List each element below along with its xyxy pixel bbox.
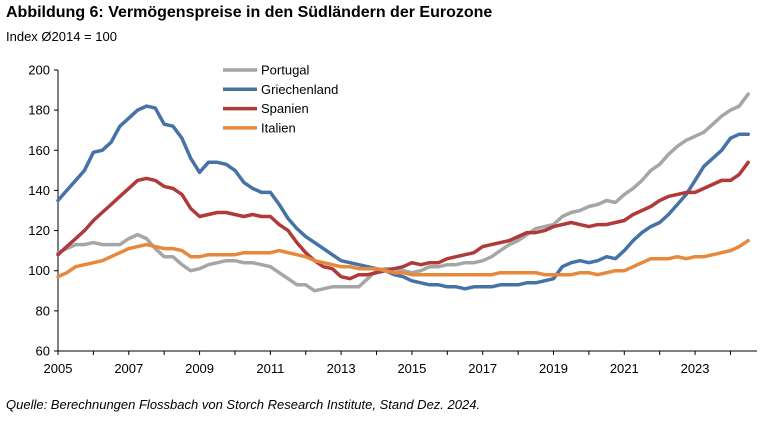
y-tick-label: 100 (28, 263, 50, 278)
series-line-portugal (56, 92, 750, 293)
series-line-spanien (56, 160, 750, 281)
y-tick-label: 180 (28, 103, 50, 118)
series-line-griechenland (56, 104, 750, 291)
y-tick-label: 200 (28, 63, 50, 78)
legend-label-spanien: Spanien (261, 101, 309, 116)
x-tick-label: 2019 (539, 361, 568, 376)
chart-subtitle: Index Ø2014 = 100 (6, 29, 117, 44)
x-tick-label: 2009 (185, 361, 214, 376)
x-tick-label: 2017 (468, 361, 497, 376)
legend-label-italien: Italien (261, 120, 296, 135)
legend-label-griechenland: Griechenland (261, 82, 338, 97)
y-tick-label: 80 (36, 303, 50, 318)
x-tick-label: 2023 (681, 361, 710, 376)
series-line-italien (56, 238, 750, 279)
x-tick-label: 2013 (327, 361, 356, 376)
source-note: Quelle: Berechnungen Flossbach von Storc… (6, 397, 481, 412)
x-tick-label: 2021 (610, 361, 639, 376)
legend-label-portugal: Portugal (261, 63, 310, 78)
y-tick-label: 60 (36, 344, 50, 359)
x-tick-label: 2007 (114, 361, 143, 376)
y-tick-label: 160 (28, 143, 50, 158)
x-tick-label: 2005 (44, 361, 73, 376)
y-tick-label: 140 (28, 183, 50, 198)
chart-title: Abbildung 6: Vermögenspreise in den Südl… (6, 4, 493, 21)
x-tick-label: 2015 (397, 361, 426, 376)
x-tick-label: 2011 (256, 361, 284, 376)
y-tick-label: 120 (28, 223, 50, 238)
